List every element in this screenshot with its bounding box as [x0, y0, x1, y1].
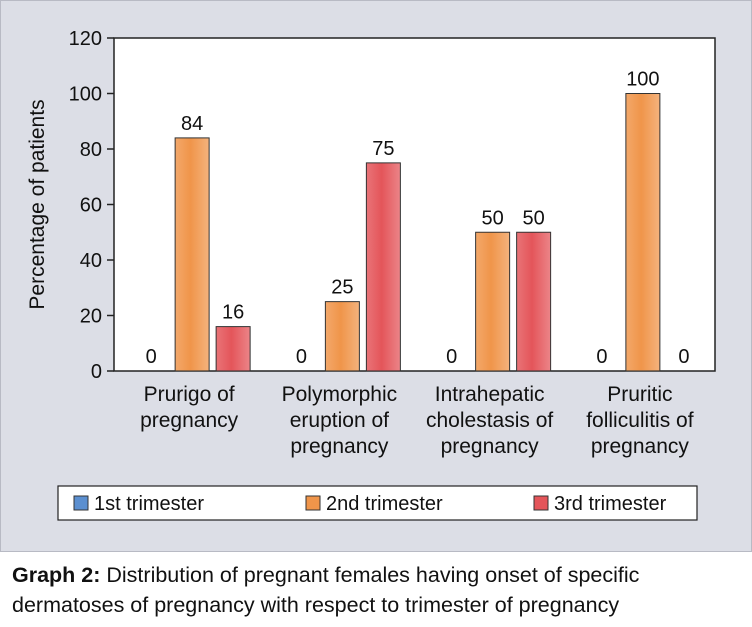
- x-tick-label: Intrahepatic: [435, 383, 545, 406]
- caption-label: Graph 2:: [12, 563, 101, 587]
- legend-box: [57, 485, 698, 521]
- data-label: 84: [181, 113, 203, 135]
- x-tick-label: eruption of: [290, 409, 389, 432]
- y-tick-label: 100: [69, 84, 102, 106]
- bar: [365, 162, 401, 372]
- y-tick-label: 60: [80, 195, 102, 217]
- data-label: 50: [523, 207, 545, 229]
- bar: [475, 231, 511, 372]
- y-tick-label: 80: [80, 139, 102, 161]
- bar: [324, 301, 360, 372]
- y-tick-label: 0: [91, 361, 102, 383]
- x-tick-label: pregnancy: [441, 435, 540, 458]
- y-tick-label: 40: [80, 250, 102, 272]
- data-label: 0: [596, 346, 607, 368]
- y-axis-label: Percentage of patients: [26, 99, 49, 309]
- y-tick-label: 20: [80, 306, 102, 328]
- bar: [174, 137, 210, 372]
- bar: [516, 231, 552, 372]
- figure-caption: Graph 2: Distribution of pregnant female…: [12, 560, 748, 620]
- x-tick-label: Polymorphic: [282, 383, 398, 406]
- legend-swatch: [73, 495, 89, 511]
- legend-label: 2nd trimester: [326, 493, 443, 515]
- data-label: 25: [331, 277, 353, 299]
- x-tick-label: pregnancy: [290, 435, 389, 458]
- legend-label: 1st trimester: [94, 493, 204, 515]
- data-label: 100: [626, 69, 659, 91]
- x-tick-label: pregnancy: [140, 409, 239, 432]
- x-tick-label: Prurigo of: [144, 383, 235, 406]
- bar: [215, 326, 251, 372]
- x-tick-label: pregnancy: [591, 435, 690, 458]
- x-tick-label: folliculitis of: [586, 409, 694, 432]
- plot-area: [113, 37, 716, 372]
- data-label: 0: [296, 346, 307, 368]
- data-label: 0: [678, 346, 689, 368]
- data-label: 75: [372, 138, 394, 160]
- bar: [625, 93, 661, 372]
- x-tick-label: cholestasis of: [426, 409, 553, 432]
- y-tick-label: 120: [69, 28, 102, 50]
- legend-swatch: [533, 495, 549, 511]
- legend-swatch: [305, 495, 321, 511]
- data-label: 0: [446, 346, 457, 368]
- caption-text: Distribution of pregnant females having …: [12, 563, 640, 617]
- data-label: 50: [482, 207, 504, 229]
- bar-chart: 0 20 40 60 80 100 120 Percentage of patients 0 84…: [26, 28, 716, 521]
- x-tick-label: Pruritic: [607, 383, 672, 406]
- data-label: 16: [222, 302, 244, 324]
- data-label: 0: [146, 346, 157, 368]
- legend-label: 3rd trimester: [554, 493, 667, 515]
